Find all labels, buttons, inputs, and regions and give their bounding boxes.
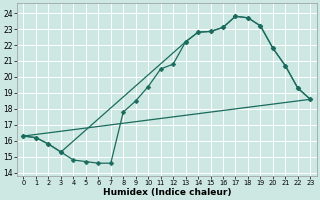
X-axis label: Humidex (Indice chaleur): Humidex (Indice chaleur) [103,188,231,197]
